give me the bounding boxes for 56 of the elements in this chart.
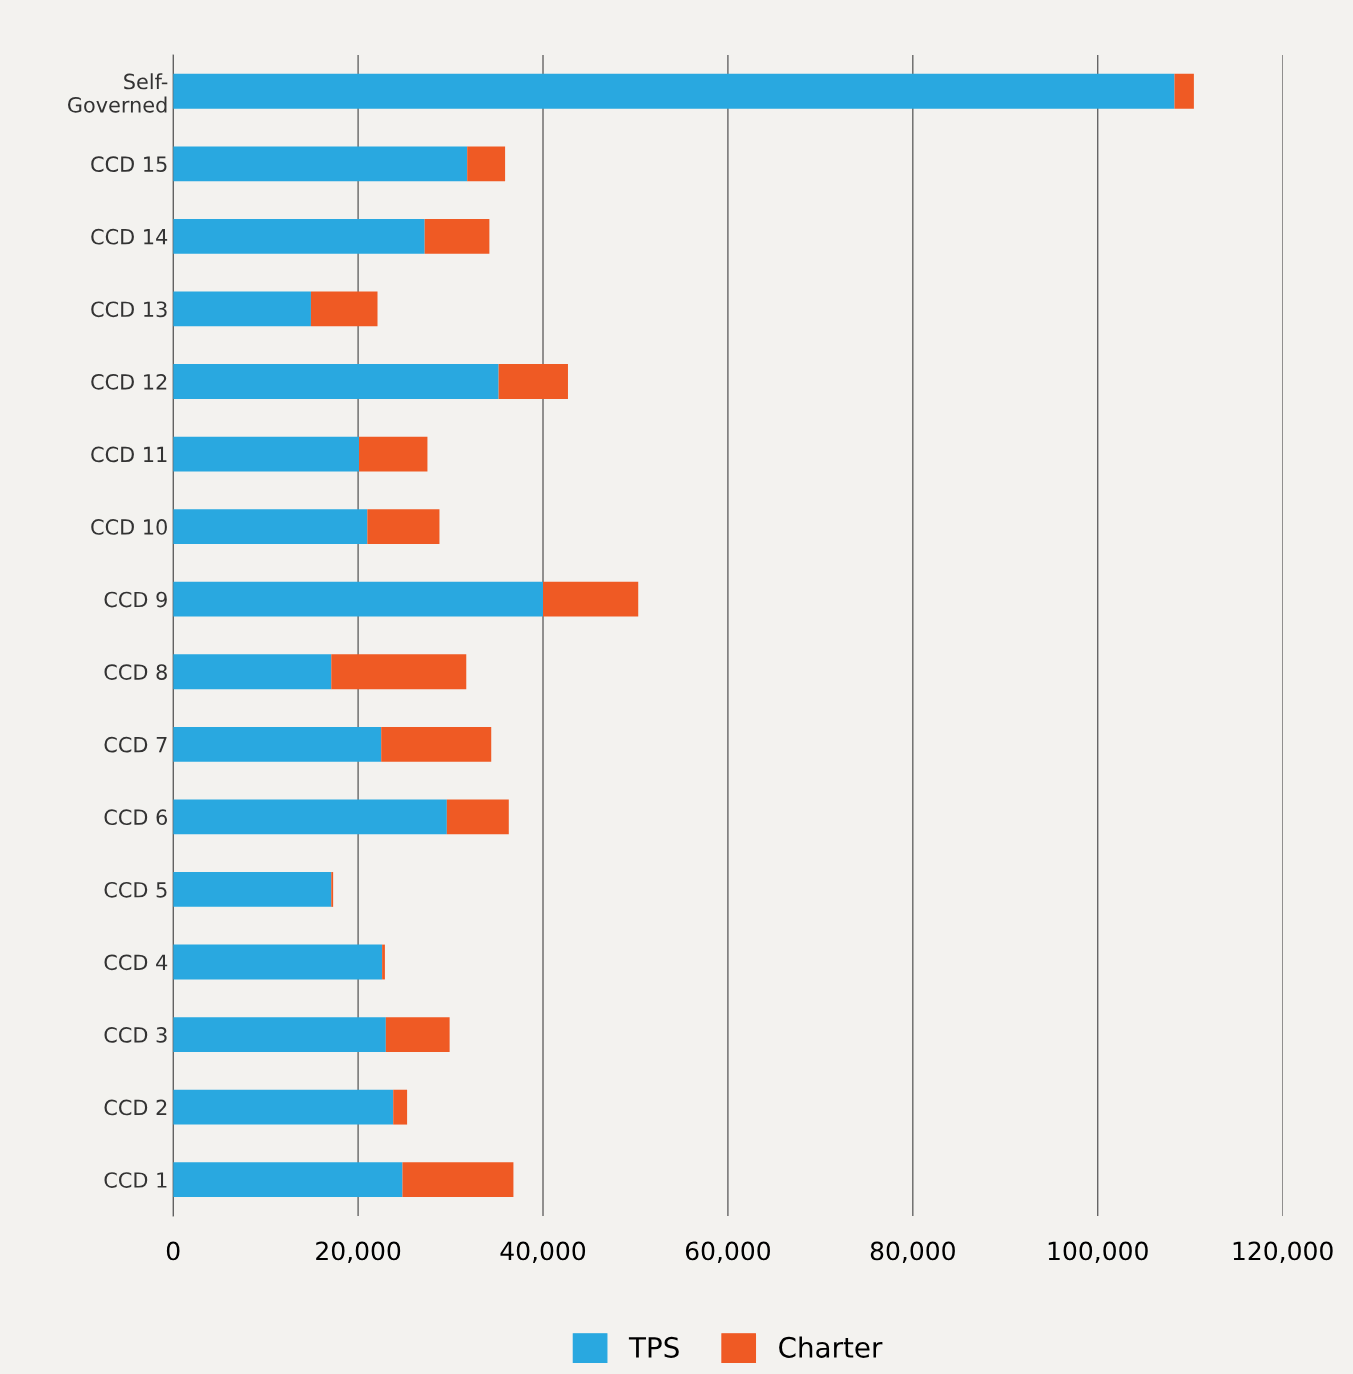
y-tick-label: CCD 14 xyxy=(91,228,168,245)
bar xyxy=(173,872,332,907)
y-tick-label: CCD 9 xyxy=(104,591,167,608)
bar xyxy=(543,581,639,617)
bar xyxy=(1174,73,1194,109)
bar xyxy=(173,1162,403,1198)
bar xyxy=(446,799,509,835)
x-tick-label: 0 xyxy=(166,1241,180,1261)
bar xyxy=(173,73,1175,109)
bar xyxy=(173,799,447,835)
x-tick-label: 80,000 xyxy=(870,1241,955,1263)
y-tick-label: CCD 2 xyxy=(104,1099,167,1116)
y-tick-label: CCD 13 xyxy=(91,301,167,318)
y-tick-label: CCD 10 xyxy=(91,519,167,535)
bar xyxy=(359,436,428,472)
bar xyxy=(173,726,382,762)
bar xyxy=(385,1017,450,1052)
y-tick-label: CCD 12 xyxy=(91,373,167,390)
bar xyxy=(467,146,506,182)
y-tick-label: CCD 11 xyxy=(91,446,167,463)
bar xyxy=(382,944,385,980)
x-tick-label: 40,000 xyxy=(500,1241,586,1263)
x-tick-label: 100,000 xyxy=(1048,1241,1148,1263)
bar xyxy=(173,146,468,182)
bar xyxy=(402,1162,514,1198)
bar xyxy=(424,218,490,254)
bar xyxy=(173,218,425,254)
bar xyxy=(173,436,360,472)
y-tick-label: CCD 8 xyxy=(104,664,167,680)
bar xyxy=(173,509,368,545)
y-tick-label: CCD 6 xyxy=(104,809,168,826)
bar xyxy=(173,291,311,327)
legend-label: Charter xyxy=(779,1336,883,1358)
bar xyxy=(498,364,568,399)
bar xyxy=(173,1017,386,1052)
y-tick-label: CCD 1 xyxy=(104,1172,167,1188)
bar xyxy=(310,291,378,327)
bar xyxy=(173,944,383,980)
y-tick-label: CCD 7 xyxy=(104,736,167,753)
bar xyxy=(367,509,440,545)
x-tick-label: 120,000 xyxy=(1233,1241,1333,1263)
y-tick-label: CCD 5 xyxy=(104,881,167,898)
bar xyxy=(173,581,543,617)
bar xyxy=(393,1089,408,1125)
x-tick-label: 60,000 xyxy=(685,1241,770,1263)
y-tick-label: Self- Governed xyxy=(68,73,168,113)
bar xyxy=(173,654,332,690)
bar xyxy=(173,364,499,399)
y-tick-label: CCD 15 xyxy=(91,156,167,173)
y-tick-label: CCD 4 xyxy=(104,954,168,971)
bar xyxy=(173,1089,394,1125)
x-tick-label: 20,000 xyxy=(316,1241,401,1263)
bar xyxy=(381,726,492,762)
bar xyxy=(331,654,467,690)
legend-label: TPS xyxy=(628,1336,679,1358)
y-tick-label: CCD 3 xyxy=(104,1027,167,1043)
